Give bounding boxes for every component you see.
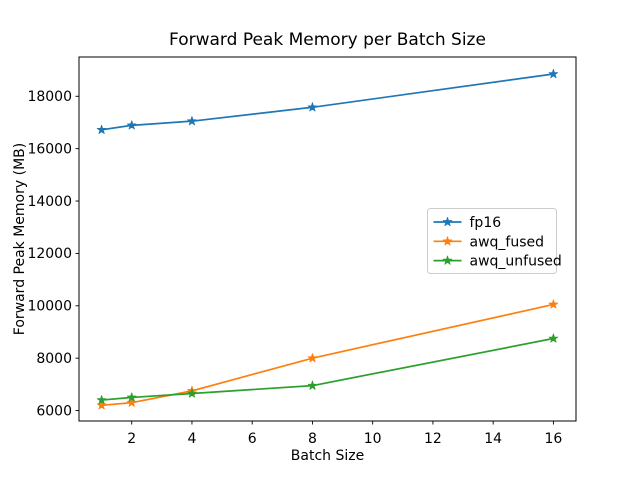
series-marker-awq_fused: [307, 353, 318, 363]
series-marker-awq_unfused: [307, 380, 318, 390]
series-marker-awq_unfused: [548, 333, 559, 343]
series-marker-awq_fused: [126, 397, 137, 407]
x-tick-label: 16: [544, 431, 562, 447]
legend-marker-fp16: [442, 217, 453, 227]
x-tick-label: 4: [187, 431, 196, 447]
plot-area: 2 4 6 8 10 12 14 16 6000 8000 10000 12000 14000 16000…: [27, 56, 577, 447]
x-tick-label: 6: [248, 431, 257, 447]
series-marker-fp16: [187, 116, 197, 126]
x-tick-label: 8: [308, 431, 317, 447]
legend-marker-awq_unfused: [442, 255, 453, 265]
y-tick-label: 16000: [27, 141, 72, 157]
series-marker-awq_unfused: [187, 388, 197, 398]
x-tick-label: 2: [127, 431, 136, 447]
series-marker-awq_fused: [548, 299, 559, 309]
series-marker-fp16: [548, 69, 559, 79]
legend-marker-awq_fused: [442, 236, 453, 246]
series-marker-awq_unfused: [126, 392, 137, 402]
x-tick-label: 10: [364, 431, 382, 447]
legend-label-fp16: fp16: [470, 215, 502, 231]
series-marker-awq_fused: [96, 400, 107, 410]
axes-frame: [78, 56, 577, 422]
y-tick-label: 18000: [27, 89, 72, 105]
y-tick-label: 10000: [27, 299, 72, 315]
x-tick-label: 12: [424, 431, 442, 447]
y-tick-label: 6000: [36, 403, 72, 419]
legend-box: [427, 208, 557, 274]
series-marker-fp16: [307, 102, 318, 112]
series-marker-fp16: [96, 124, 107, 134]
series-marker-fp16: [126, 120, 137, 130]
legend-label-awq_unfused: awq_unfused: [470, 254, 562, 270]
y-tick-label: 12000: [27, 246, 72, 262]
series-marker-awq_unfused: [96, 395, 107, 405]
chart-title: Forward Peak Memory per Batch Size: [169, 30, 486, 50]
y-tick-label: 14000: [27, 194, 72, 210]
y-tick-label: 8000: [36, 351, 72, 367]
x-tick-label: 14: [484, 431, 502, 447]
x-axis-label: Batch Size: [291, 448, 364, 464]
legend-label-awq_fused: awq_fused: [470, 234, 545, 250]
y-axis-label: Forward Peak Memory (MB): [12, 143, 28, 335]
